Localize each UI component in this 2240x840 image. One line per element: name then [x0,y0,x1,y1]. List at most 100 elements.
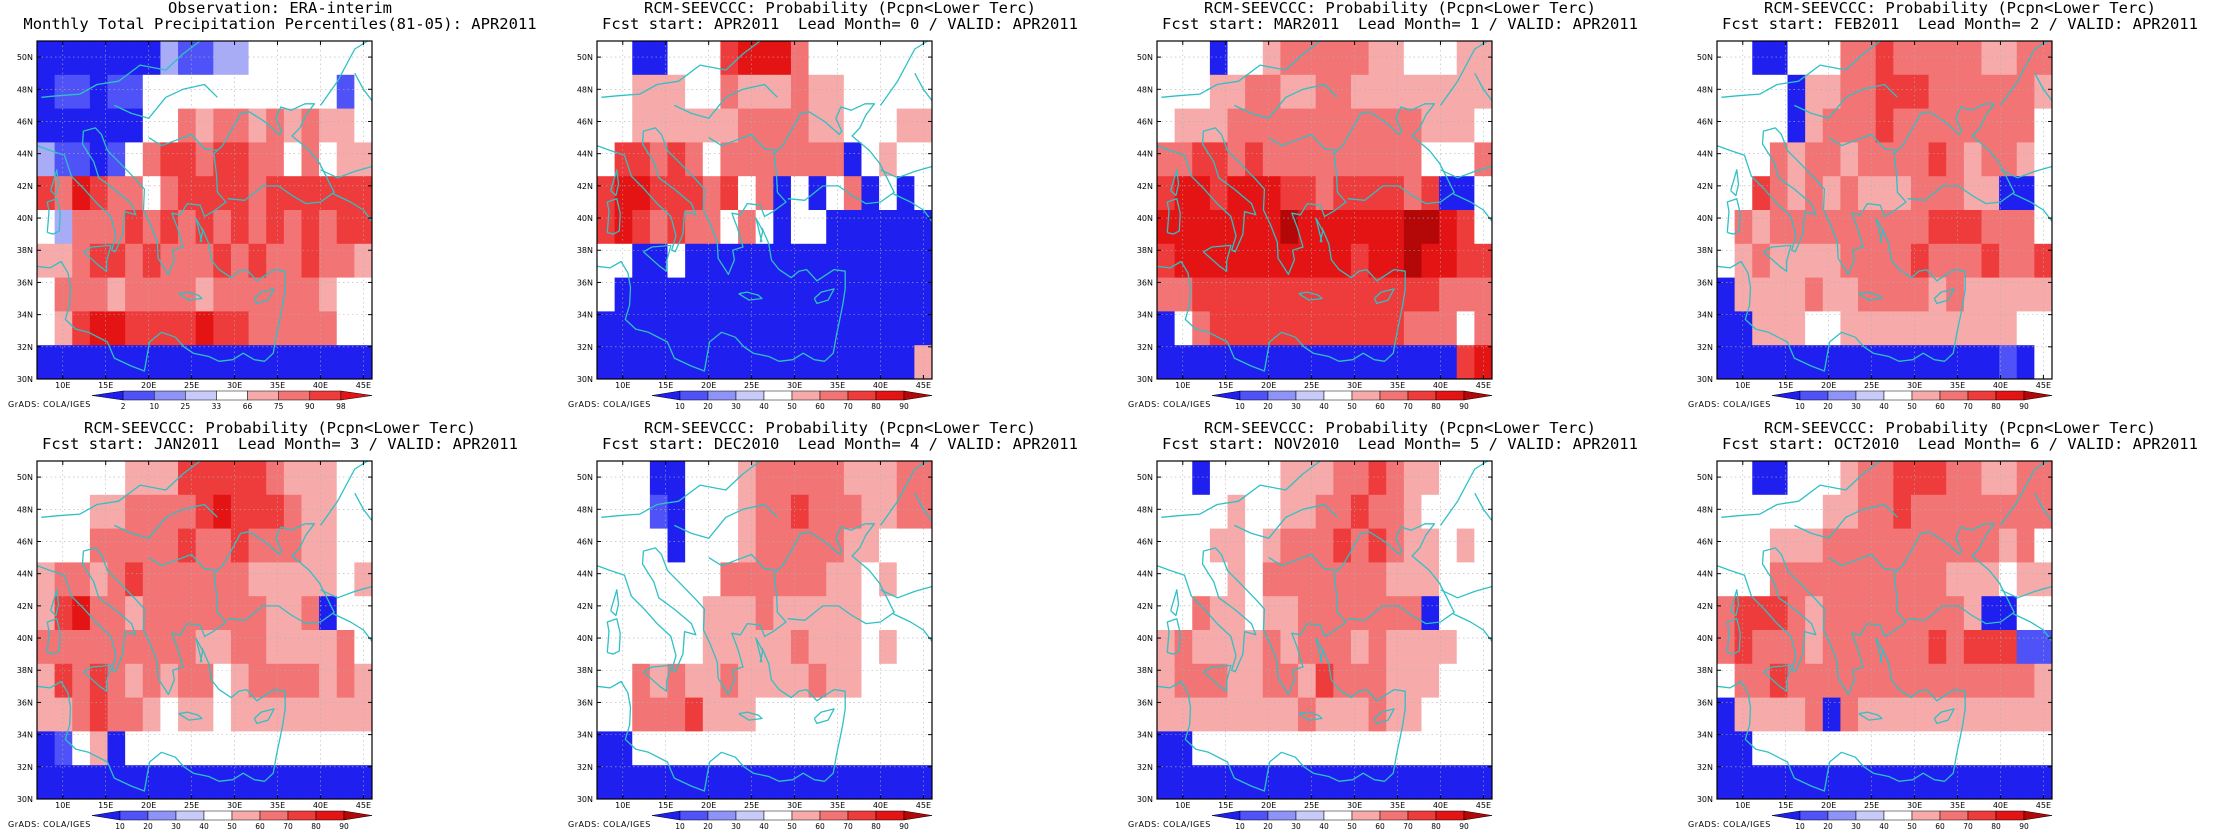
grid-cell [685,731,704,766]
colorbar-swatch [847,390,877,401]
colorbar-swatch [1995,810,2025,821]
grid-cell [843,176,862,211]
grid-cell [1840,596,1859,631]
colorbar-label: 50 [1347,822,1357,831]
coastline-path [1721,460,1881,518]
coastline-path [1999,40,2049,106]
colorbar-label: 60 [815,822,825,831]
grid-cell [336,210,355,245]
grid-cell [195,697,214,732]
grid-cell [1421,74,1440,110]
grid-cell [879,731,898,766]
colorbar-label: 70 [1963,822,1973,831]
grid-cell [755,461,774,496]
coastline-path [1161,460,1321,518]
grid-cell [1875,243,1894,279]
grid-cell [230,731,250,766]
grid-cell [1858,41,1877,76]
grid-cell [1333,311,1352,346]
colorbar-label: 80 [1431,822,1441,831]
grid-cell [1157,345,1176,380]
map-panel: 50N 48N 46N 44N 42N 40N 38N 36N 34N 32N 30N 10E 15E 2… [1120,420,1680,840]
lon-tick-label: 25E [1864,801,1879,810]
map-panel: 50N 48N 46N 44N 42N 40N 38N 36N 34N 32N 30N 10E 15E 2… [1680,0,2240,420]
grid-cell [1456,41,1475,76]
grid-cell [1946,663,1965,699]
grid-cell [667,663,686,699]
grid-cell [1280,176,1299,211]
grid-cell [667,41,686,76]
grid-cell [72,142,91,177]
coastline-path [1716,227,1966,372]
map-frame [596,460,933,800]
coastline-path [596,227,846,372]
grid-cell [37,731,56,766]
grid-cell [301,765,320,800]
grid-cell [1717,697,1736,732]
lat-tick-label: 30N [1137,375,1153,384]
grid-cell [1910,108,1930,143]
grid-cell [1474,630,1493,665]
lat-tick-label: 42N [1697,182,1713,191]
grid-cell [142,461,161,496]
grid-cell [1456,562,1475,597]
grid-cell [1209,41,1229,76]
grid-cell [125,596,144,631]
grid-cell [1822,243,1841,279]
colorbar-swatch [1799,390,1829,401]
grid-cell [2034,243,2053,279]
grid-cell [266,243,285,279]
grid-cell [1333,176,1352,211]
grid-cell [649,41,669,76]
lat-tick-label: 48N [17,505,33,514]
colorbar: 10 20 30 40 50 60 70 80 90 [651,810,933,831]
grid-cell [632,596,651,631]
grid-cell [266,41,285,76]
coastline-path [1170,169,1180,197]
grid-cell [808,108,827,143]
coastline-path [1762,664,1792,692]
grid-cell [1717,176,1736,211]
coastline-path [880,585,933,599]
grid-cell [1439,277,1458,312]
lon-tick-label: 35E [830,381,845,390]
grid-cell [896,108,915,143]
colorbar-swatch [1855,390,1885,401]
coastline-path [1726,198,1741,235]
grid-cell [160,528,179,563]
grid-cell [826,41,845,76]
grid-cell [37,663,56,699]
grid-cell [160,562,179,597]
grid-cell [1421,345,1440,380]
lat-tick-label: 44N [17,150,33,159]
grid-cell [790,74,810,110]
grid-cell [1999,697,2018,732]
lon-tick-label: 20E [141,381,156,390]
map-cells [37,41,373,380]
grid-cell [1752,461,1771,496]
grid-cell [1752,108,1771,143]
coastline-path [2000,165,2053,179]
grid-cell [896,494,915,530]
grid-cell [195,243,214,279]
grid-cell [879,345,898,380]
grid-cell [1174,176,1193,211]
lon-tick-label: 40E [873,801,888,810]
coastline-path [1166,198,1181,235]
coastline-path [319,460,369,526]
grid-cell [125,731,144,766]
grid-cell [1474,41,1493,76]
grid-cell [1910,765,1930,800]
grid-cell [1192,41,1211,76]
colorbar-label: 30 [731,822,741,831]
lat-tick-label: 46N [577,537,593,546]
lat-tick-label: 30N [1137,795,1153,804]
grid-cell [597,663,616,699]
colorbar-label: 90 [305,402,315,411]
lon-tick-label: 45E [2036,801,2051,810]
grid-cell [755,311,774,346]
colorbar-swatch [1407,390,1437,401]
grid-cell [1386,596,1405,631]
map-panel: 50N 48N 46N 44N 42N 40N 38N 36N 34N 32N 30N 10E 15E 2… [0,420,560,840]
lat-tick-label: 48N [577,505,593,514]
